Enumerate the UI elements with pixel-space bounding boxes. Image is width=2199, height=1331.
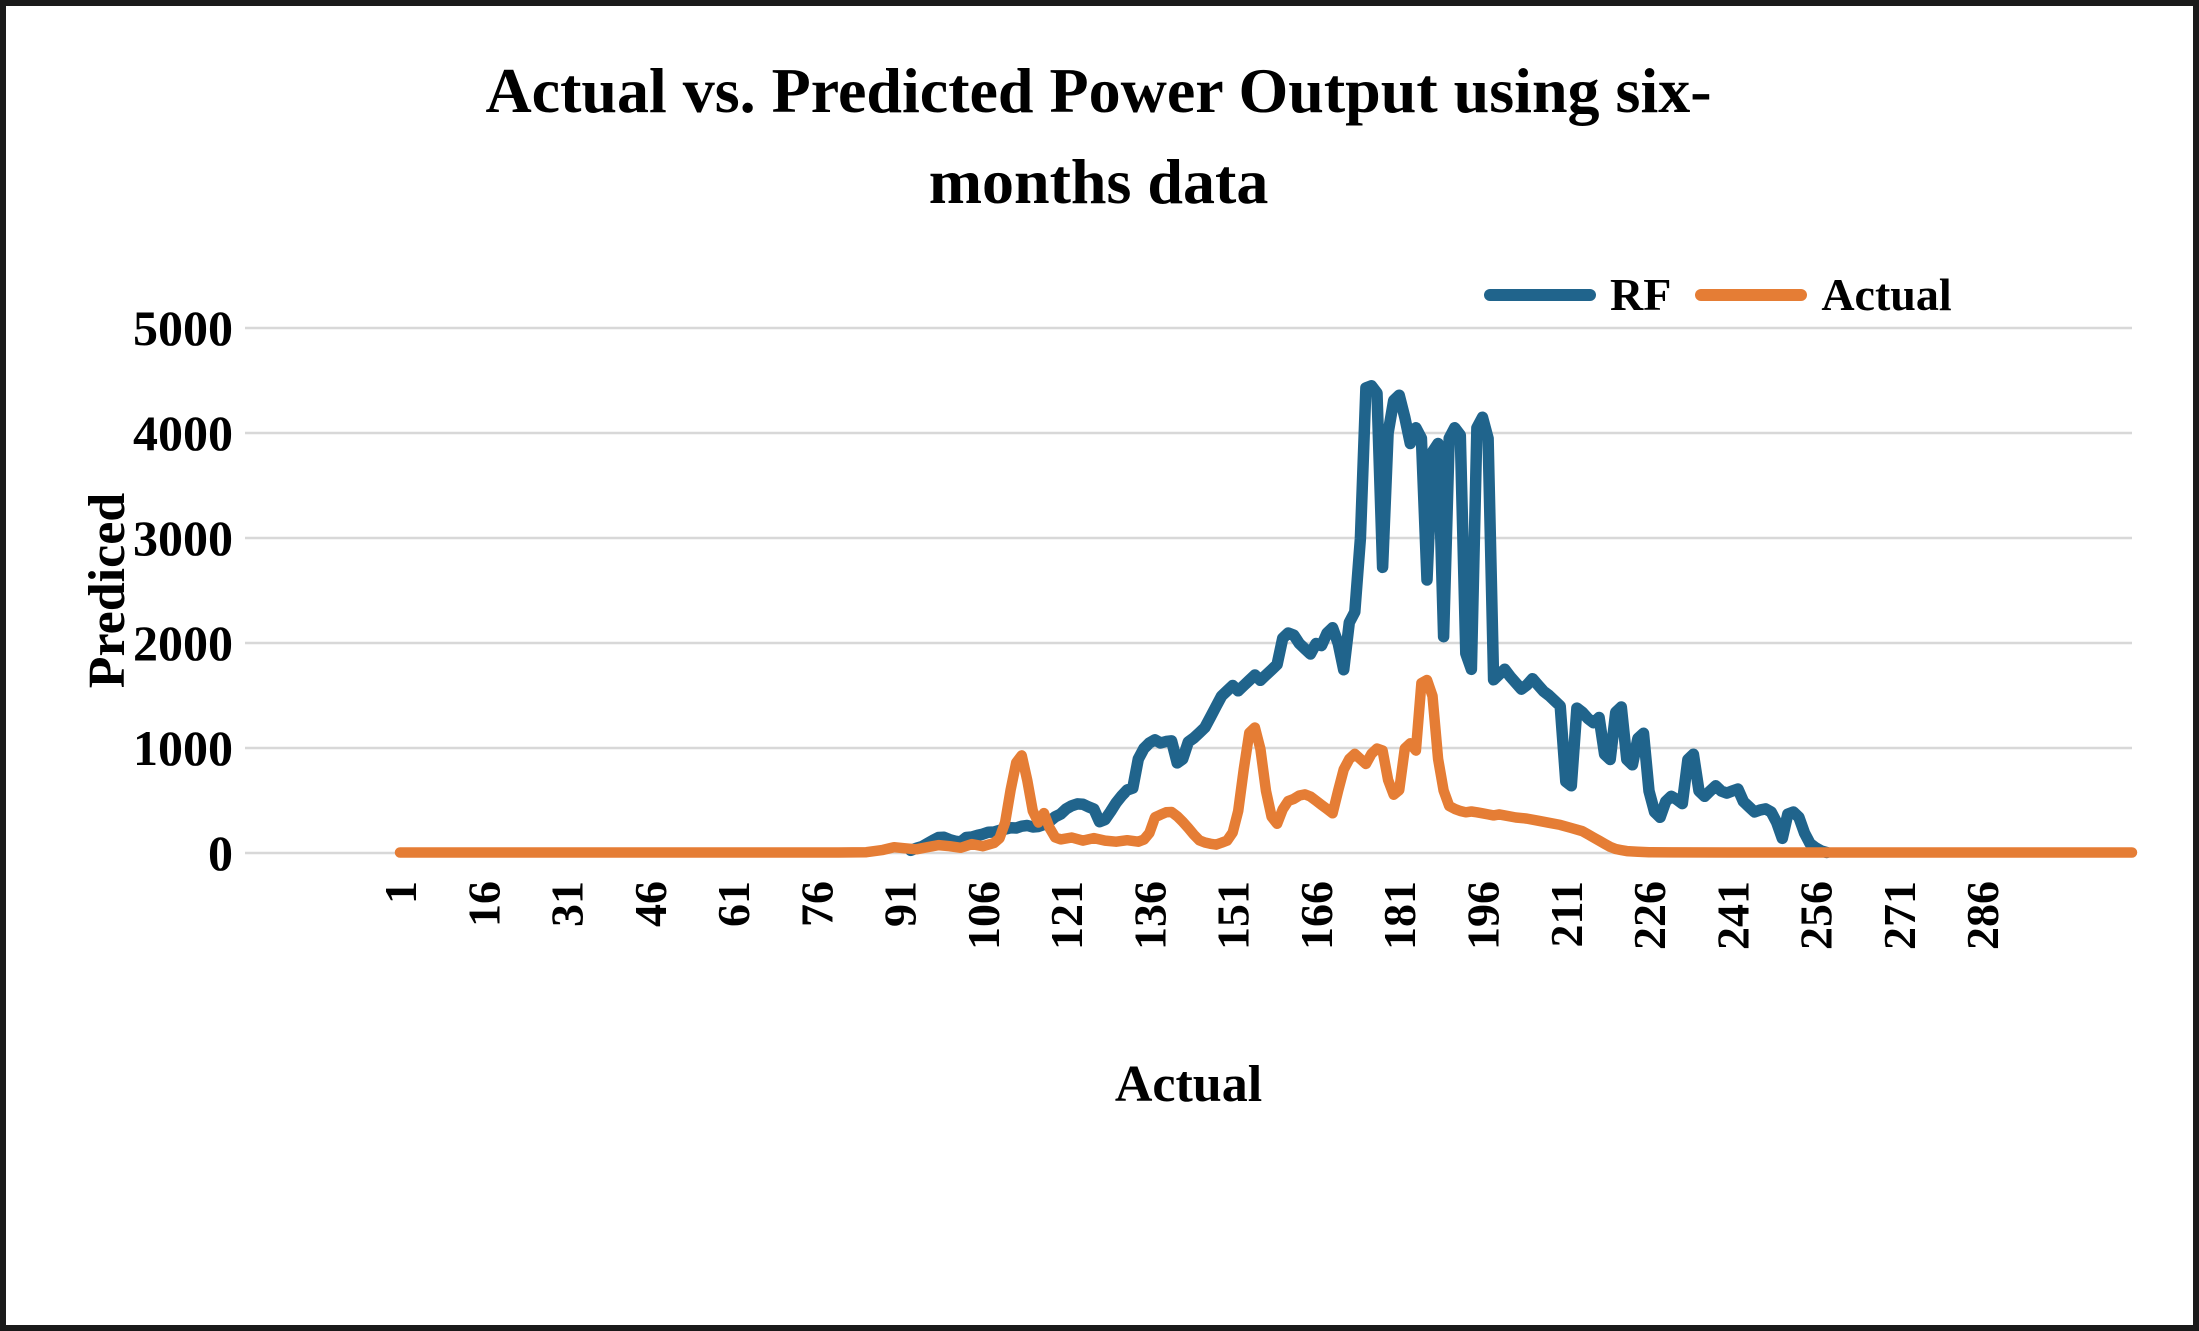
x-tick-label: 106	[958, 881, 1009, 950]
actual-line	[394, 674, 2138, 858]
x-tick-label: 241	[1707, 881, 1758, 950]
x-tick-label: 181	[1374, 881, 1425, 950]
x-tick-label: 211	[1541, 881, 1592, 947]
y-tick-label: 5000	[133, 300, 233, 356]
legend: RF Actual	[1484, 268, 1952, 321]
x-tick-label: 31	[542, 881, 593, 927]
y-tick-label: 1000	[133, 720, 233, 776]
series-lines	[394, 380, 2138, 859]
chart-title: Actual vs. Predicted Power Output using …	[6, 46, 2191, 228]
x-tick-label: 76	[791, 881, 842, 927]
x-tick-label: 121	[1041, 881, 1092, 950]
y-tick-label: 0	[208, 825, 233, 881]
legend-label-actual: Actual	[1821, 269, 1952, 320]
x-tick-label: 46	[625, 881, 676, 927]
y-tick-label: 2000	[133, 615, 233, 671]
x-tick-label: 1	[375, 881, 426, 904]
rf-line-swatch-icon	[1484, 288, 1596, 301]
y-tick-label: 3000	[133, 510, 233, 566]
y-axis-title: Prediced	[79, 493, 136, 689]
legend-item-rf: RF	[1484, 268, 1671, 321]
x-tick-label: 61	[708, 881, 759, 927]
actual-line-swatch-icon	[1695, 288, 1808, 301]
chart-title-line1: Actual vs. Predicted Power Output using …	[485, 55, 1712, 126]
x-tick-label: 256	[1791, 881, 1842, 950]
x-tick-label: 226	[1624, 881, 1675, 950]
x-tick-label: 16	[458, 881, 509, 927]
legend-item-actual: Actual	[1695, 268, 1952, 321]
gridlines	[245, 326, 2132, 855]
legend-label-rf: RF	[1610, 269, 1672, 320]
rf-line	[904, 380, 1833, 859]
x-tick-label: 91	[875, 881, 926, 927]
x-tick-label: 166	[1291, 881, 1342, 950]
x-tick-label: 286	[1957, 881, 2008, 950]
x-tick-label: 151	[1208, 881, 1259, 950]
y-axis-tick-labels: 0 1000 2000 3000 4000 5000	[133, 300, 233, 881]
x-axis-tick-labels: 1 16 31 46 61 76 91 106 121 136 151 166 181 196 211 226…	[375, 881, 2008, 950]
y-tick-label: 4000	[133, 405, 233, 461]
chart-title-line2: months data	[928, 145, 1269, 217]
x-axis-title: Actual	[1115, 1056, 1262, 1113]
chart-canvas: 0 1000 2000 3000 4000 5000 1 16 31 46 61 76 91 106 12…	[79, 300, 2138, 1113]
x-tick-label: 271	[1874, 881, 1925, 950]
x-tick-label: 196	[1458, 881, 1509, 950]
x-tick-label: 136	[1124, 881, 1175, 950]
